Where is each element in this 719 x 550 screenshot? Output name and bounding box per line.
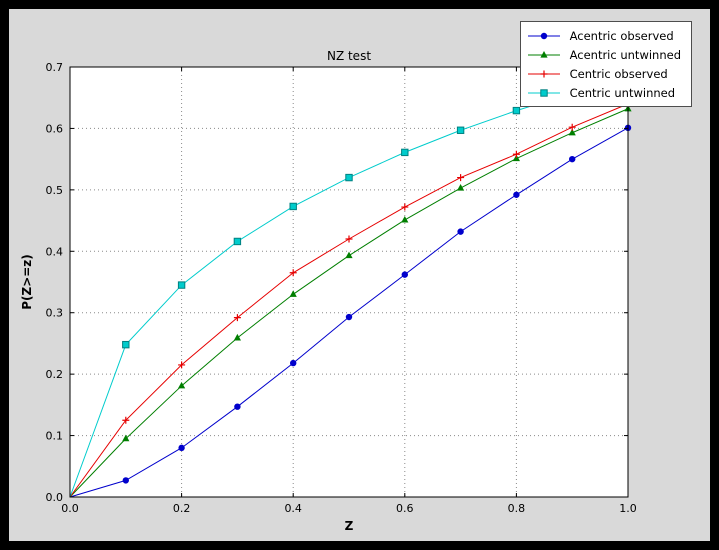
legend-label: Centric observed bbox=[569, 66, 668, 81]
legend-sample-acentric-untwinned bbox=[527, 50, 560, 58]
y-axis-label: P(Z>=z) bbox=[20, 254, 34, 310]
square-marker bbox=[539, 88, 548, 97]
square-marker bbox=[512, 106, 521, 115]
circle-marker bbox=[178, 444, 185, 452]
y-tick-label: 0.1 bbox=[46, 430, 64, 443]
y-tick-label: 0.7 bbox=[46, 61, 64, 74]
circle-marker bbox=[540, 32, 547, 39]
triangle-marker bbox=[401, 215, 409, 223]
y-tick-label: 0.2 bbox=[46, 368, 64, 381]
legend-sample-centric-untwinned bbox=[527, 88, 560, 97]
y-tick-label: 0.0 bbox=[46, 491, 64, 504]
plus-marker bbox=[457, 174, 465, 182]
legend-sample-centric-observed bbox=[527, 70, 560, 77]
legend-entry-acentric-untwinned: Acentric untwinned bbox=[527, 45, 681, 64]
triangle-marker bbox=[233, 333, 241, 341]
plus-marker bbox=[512, 150, 520, 158]
triangle-marker bbox=[178, 381, 186, 389]
tick-layer: 0.0 0.2 0.4 0.6 0.8 1.0 0.0 0.1 0.2 0.3 0.4 0.5 0.6 0… bbox=[46, 61, 637, 515]
plus-marker bbox=[122, 416, 130, 424]
legend-sample-acentric-observed bbox=[527, 32, 560, 39]
y-tick-label: 0.4 bbox=[46, 245, 64, 258]
triangle-marker bbox=[122, 434, 130, 442]
plus-marker bbox=[345, 235, 353, 243]
x-tick-label: 0.6 bbox=[396, 502, 414, 515]
triangle-marker bbox=[345, 251, 353, 259]
square-marker bbox=[345, 173, 353, 182]
circle-marker bbox=[234, 403, 241, 410]
y-tick-label: 0.3 bbox=[46, 307, 64, 320]
triangle-marker bbox=[512, 154, 520, 162]
square-marker bbox=[456, 126, 465, 134]
plus-marker bbox=[540, 70, 548, 77]
legend-label: Acentric untwinned bbox=[569, 47, 681, 62]
circle-marker bbox=[345, 313, 353, 321]
triangle-marker bbox=[539, 50, 548, 58]
y-tick-label: 0.5 bbox=[46, 184, 64, 197]
square-marker bbox=[401, 148, 409, 157]
x-tick-label: 0.2 bbox=[173, 502, 191, 515]
circle-marker bbox=[513, 191, 520, 198]
square-marker bbox=[289, 202, 297, 211]
triangle-marker bbox=[568, 128, 576, 136]
series-acentric-observed bbox=[69, 124, 632, 498]
x-tick-label: 0.8 bbox=[508, 502, 526, 515]
y-tick-label: 0.6 bbox=[46, 122, 64, 135]
circle-marker bbox=[401, 271, 408, 278]
circle-marker bbox=[122, 477, 129, 484]
plus-marker bbox=[401, 203, 409, 211]
legend-entry-acentric-observed: Acentric observed bbox=[527, 26, 681, 45]
triangle-marker bbox=[289, 290, 297, 297]
plus-marker bbox=[178, 361, 186, 369]
plus-marker bbox=[568, 123, 576, 131]
circle-marker bbox=[457, 228, 464, 235]
x-tick-label: 1.0 bbox=[619, 502, 637, 515]
legend-entry-centric-observed: Centric observed bbox=[527, 64, 681, 83]
square-marker bbox=[233, 237, 242, 246]
x-axis-label: Z bbox=[345, 519, 354, 533]
plus-marker bbox=[233, 314, 241, 322]
square-marker bbox=[177, 281, 186, 289]
triangle-marker bbox=[457, 184, 465, 191]
x-tick-label: 0.4 bbox=[284, 502, 302, 515]
circle-marker bbox=[569, 155, 576, 163]
legend: Acentric observed Acentric untwinned Centr… bbox=[519, 21, 692, 107]
x-tick-label: 0.0 bbox=[61, 502, 79, 515]
legend-label: Centric untwinned bbox=[569, 85, 676, 100]
series-acentric-untwinned bbox=[69, 104, 632, 498]
plus-marker bbox=[289, 269, 297, 277]
chart-title: NZ test bbox=[327, 49, 371, 63]
axes-background bbox=[70, 67, 628, 497]
square-marker bbox=[122, 340, 130, 349]
axes-border bbox=[69, 66, 629, 498]
legend-label: Acentric observed bbox=[569, 28, 674, 43]
legend-entry-centric-untwinned: Centric untwinned bbox=[527, 83, 681, 102]
circle-marker bbox=[290, 359, 297, 367]
